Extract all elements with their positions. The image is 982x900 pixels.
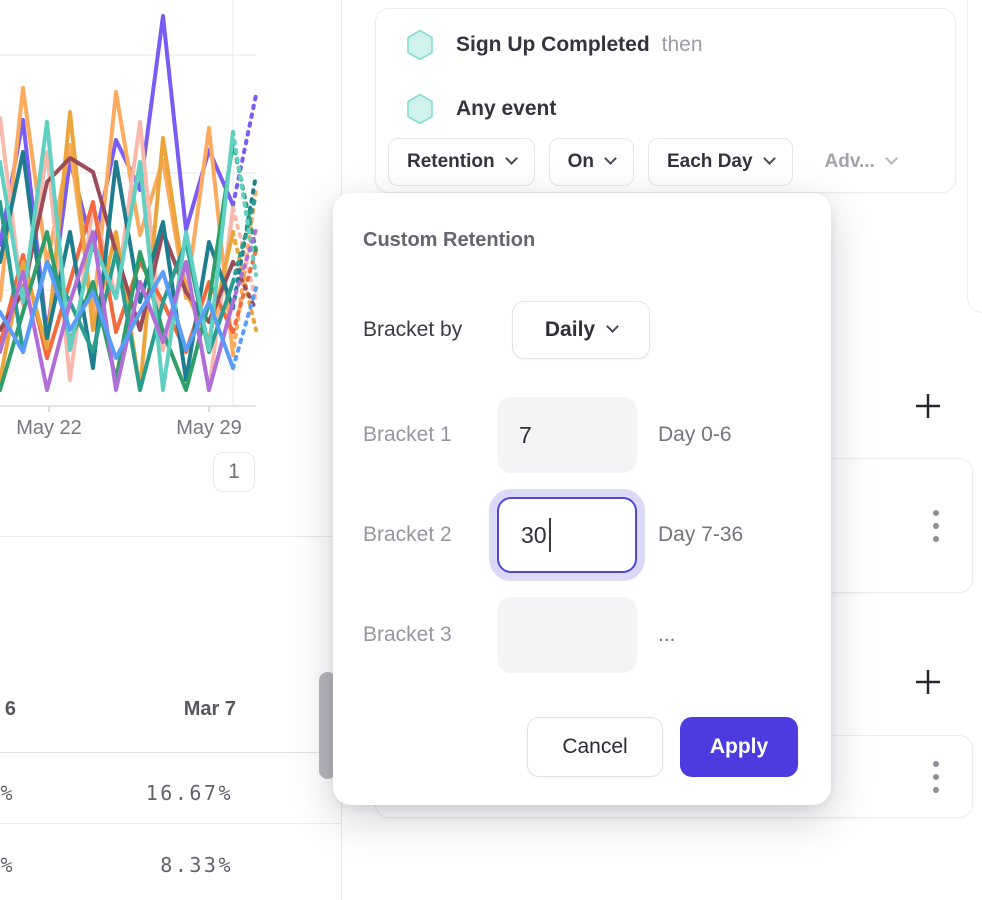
on-dropdown[interactable]: On [548,138,634,186]
add-section-button[interactable] [910,664,946,700]
cancel-button[interactable]: Cancel [527,717,663,777]
table-cell: 8.33% [160,853,233,877]
chevron-down-icon [604,152,617,165]
plus-icon [916,394,940,418]
modal-title: Custom Retention [363,229,536,251]
table-header-cell: 6 [4,698,16,720]
custom-retention-modal: Custom Retention Bracket by Daily Bracke… [333,193,831,805]
plus-icon [916,670,940,694]
dot [933,522,939,529]
query-step-row[interactable]: Sign Up Completed then [406,29,703,61]
chart-table-panel: May 22 May 29 1 6 Mar 7 % 16.67% % 8.33% [0,0,342,900]
query-controls-row: Retention On Each Day Adv... [388,138,906,186]
each-day-dropdown[interactable]: Each Day [648,138,793,186]
bracket-by-label: Bracket by [363,318,463,341]
advanced-dropdown[interactable]: Adv... [815,138,906,186]
add-section-button[interactable] [910,388,946,424]
dot [933,773,939,780]
input-value: 7 [519,421,532,448]
event-hexagon-icon [407,93,433,125]
dropdown-label: On [567,151,594,172]
chevron-down-icon [606,320,619,333]
input-value: 30 [521,521,547,548]
bracket-3-range: ... [658,623,676,646]
event-name[interactable]: Any event [456,97,557,120]
x-axis-tick-label: May 22 [16,417,82,439]
bracket-3-input[interactable] [497,597,637,673]
chevron-down-icon [885,152,898,165]
table-header-rule [0,752,341,753]
bracket-1-range: Day 0-6 [658,423,732,446]
table-scrollbar[interactable] [319,672,336,779]
dot [933,509,939,516]
bracket-1-label: Bracket 1 [363,423,452,446]
retention-line-chart [0,0,258,412]
pagination-page-button[interactable]: 1 [213,452,255,492]
bracket-2-label: Bracket 2 [363,523,452,546]
text-cursor [548,518,551,552]
dropdown-label: Daily [544,318,596,341]
more-options-button[interactable] [928,459,944,592]
bracket-2-input[interactable]: 30 [497,497,637,573]
event-name[interactable]: Sign Up Completed [456,33,650,56]
dot [933,786,939,793]
bracket-1-input[interactable]: 7 [497,397,637,473]
chevron-down-icon [762,152,776,165]
dot [933,535,939,542]
more-options-button[interactable] [928,736,944,817]
x-axis-tick-label: May 29 [176,417,242,439]
table-cell: % [0,781,15,805]
bracket-3-label: Bracket 3 [363,623,452,646]
bracket-2-range: Day 7-36 [658,523,744,546]
event-connector: then [661,33,703,56]
event-hexagon-icon [407,29,433,61]
dropdown-label: Adv... [824,151,875,172]
panel-divider [0,536,341,537]
chevron-down-icon [504,152,518,165]
apply-button[interactable]: Apply [680,717,798,777]
query-step-row[interactable]: Any event [406,93,568,125]
table-cell: % [0,853,15,877]
bracket-by-dropdown[interactable]: Daily [512,301,650,359]
table-cell: 16.67% [145,781,233,805]
retention-dropdown[interactable]: Retention [388,138,535,186]
dot [933,760,939,767]
table-row-rule [0,823,341,824]
query-builder-card: Sign Up Completed then Any event Retenti… [375,8,956,193]
right-side-panel [967,0,982,313]
dropdown-label: Each Day [667,151,753,172]
dropdown-label: Retention [407,151,495,172]
table-header-cell: Mar 7 [183,698,236,720]
